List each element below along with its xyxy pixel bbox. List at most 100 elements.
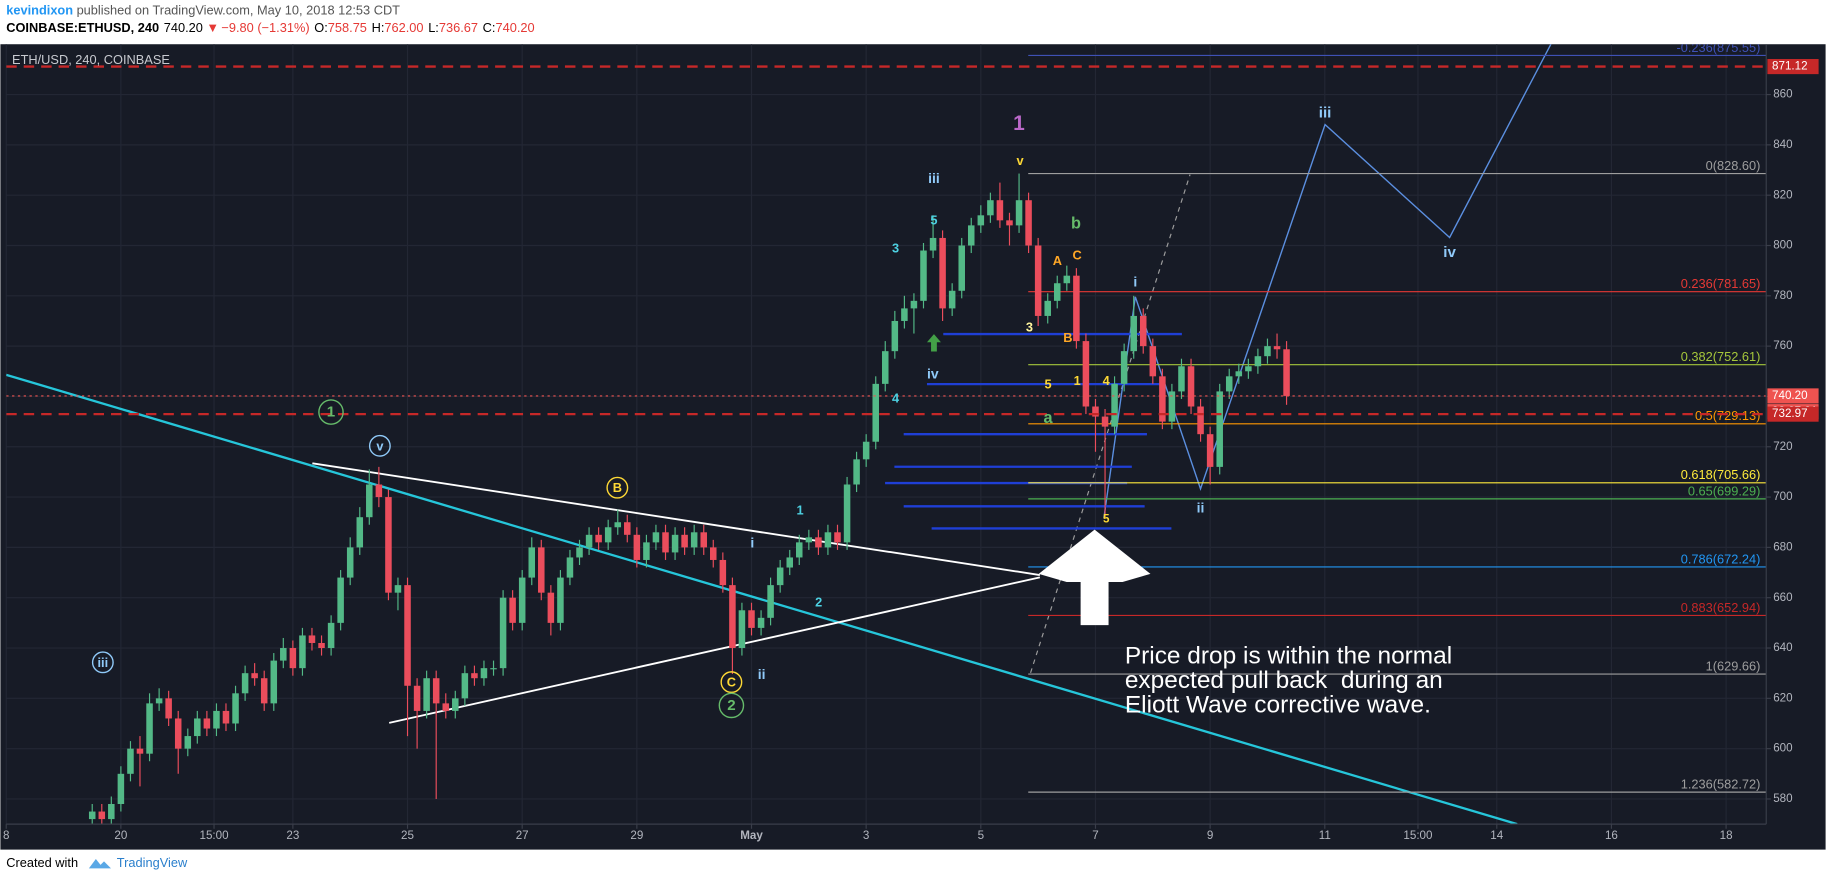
wave-label: 3 bbox=[1026, 320, 1033, 335]
candle-body bbox=[270, 660, 278, 704]
candle-body bbox=[385, 497, 392, 593]
published: published on TradingView.com, May 10, 20… bbox=[77, 3, 401, 18]
candle-body bbox=[834, 532, 841, 543]
wave-circle bbox=[606, 476, 629, 499]
wave-circle bbox=[720, 671, 743, 694]
wave-label: v bbox=[376, 438, 384, 453]
x-tick-label: 5 bbox=[978, 829, 984, 842]
wave-label: C bbox=[727, 675, 736, 690]
candle-body bbox=[213, 710, 220, 729]
wave-label: iv bbox=[1443, 244, 1456, 261]
candle-body bbox=[671, 534, 679, 553]
wave-circle bbox=[368, 434, 391, 457]
candle-body bbox=[815, 537, 822, 548]
up-arrow-small bbox=[926, 334, 941, 352]
candle-body bbox=[88, 811, 96, 820]
x-tick-label: 27 bbox=[516, 829, 529, 842]
candle-body bbox=[299, 635, 306, 669]
candle-body bbox=[738, 610, 746, 649]
wave-circle bbox=[718, 692, 745, 719]
candle-body bbox=[222, 710, 230, 724]
candle-body bbox=[1225, 376, 1233, 392]
x-tick-label: 15:00 bbox=[199, 829, 229, 842]
change: −9.80 (−1.31%) bbox=[221, 20, 309, 35]
candle-body bbox=[690, 532, 698, 548]
y-tick-label: 760 bbox=[1773, 339, 1793, 352]
candle-body bbox=[1283, 349, 1290, 396]
candle-body bbox=[1073, 275, 1080, 342]
wave-label: 3 bbox=[892, 240, 899, 255]
candle-body bbox=[796, 542, 803, 558]
candle-body bbox=[805, 537, 813, 543]
candle-body bbox=[967, 225, 975, 246]
candle-body bbox=[1149, 346, 1157, 377]
candle-body bbox=[757, 617, 765, 628]
y-tick-label: 660 bbox=[1773, 591, 1793, 604]
candle-body bbox=[471, 673, 478, 679]
o-label: O: bbox=[314, 20, 328, 35]
y-tick-label: 680 bbox=[1773, 540, 1793, 553]
wave-label: C bbox=[1073, 247, 1082, 262]
y-tick-label: 580 bbox=[1773, 792, 1793, 805]
candle-body bbox=[346, 547, 354, 578]
candle-body bbox=[748, 610, 755, 628]
last-price: 740.20 bbox=[164, 20, 203, 35]
candle-body bbox=[566, 557, 574, 578]
x-tick-label: 9 bbox=[1207, 829, 1213, 842]
candle-body bbox=[108, 804, 115, 820]
fib-label: 0.5(729.13) bbox=[1695, 408, 1760, 423]
c-value: 740.20 bbox=[495, 20, 534, 35]
candle-body bbox=[1197, 406, 1204, 435]
footer-created: Created with bbox=[6, 855, 78, 870]
candle-body bbox=[518, 577, 526, 623]
candle-body bbox=[232, 693, 239, 724]
triangle-upper bbox=[312, 462, 1041, 576]
note-line: expected pull back during an bbox=[1125, 667, 1443, 694]
candle-body bbox=[643, 542, 650, 560]
header-bg bbox=[0, 0, 1826, 45]
y-tick-label: 620 bbox=[1773, 691, 1793, 704]
footer-brand[interactable]: TradingView bbox=[117, 855, 188, 870]
tv-logo bbox=[88, 859, 111, 869]
candle-body bbox=[184, 736, 192, 749]
candle-body bbox=[260, 678, 268, 704]
wave-label: iii bbox=[98, 655, 109, 670]
wave-label: 2 bbox=[815, 594, 822, 609]
candle-body bbox=[423, 678, 430, 711]
candle-body bbox=[327, 622, 335, 649]
x-tick-label: 7 bbox=[1092, 829, 1098, 842]
wave-label: B bbox=[613, 480, 622, 495]
footer-bg bbox=[0, 849, 1826, 880]
y-tick-label: 700 bbox=[1773, 490, 1793, 503]
wave-label: 2 bbox=[727, 697, 735, 714]
grid bbox=[5, 44, 1767, 825]
l-label: L: bbox=[428, 20, 439, 35]
candle-body bbox=[1159, 376, 1166, 422]
candle-body bbox=[729, 585, 736, 649]
candle-body bbox=[910, 300, 918, 309]
plot: -0.236(875.55) 0(828.60) 0.236(781.65) 0.38… bbox=[6, 44, 1767, 825]
candle-body bbox=[547, 592, 555, 623]
candle-body bbox=[652, 532, 660, 543]
legend: ETH/USD, 240, COINBASE bbox=[12, 52, 170, 67]
candle-body bbox=[289, 648, 297, 669]
candle-body bbox=[557, 577, 564, 623]
candle-body bbox=[165, 698, 172, 719]
candle-body bbox=[127, 748, 134, 774]
candle-body bbox=[958, 245, 965, 291]
candle-body bbox=[1139, 315, 1147, 347]
candle-body bbox=[442, 703, 450, 711]
author[interactable]: kevindixon bbox=[6, 3, 73, 18]
candle-body bbox=[633, 534, 641, 560]
candle-body bbox=[203, 718, 211, 729]
candle-body bbox=[413, 685, 421, 711]
wave-label: 4 bbox=[892, 391, 900, 406]
y-tick-label: 640 bbox=[1773, 641, 1793, 654]
x-tick-label: 29 bbox=[630, 829, 643, 842]
price-tag-label: 732.97 bbox=[1772, 407, 1808, 420]
wave-label: 5 bbox=[930, 213, 937, 228]
candle-body bbox=[585, 534, 593, 548]
candle-body bbox=[432, 678, 440, 704]
candle-body bbox=[146, 703, 153, 754]
